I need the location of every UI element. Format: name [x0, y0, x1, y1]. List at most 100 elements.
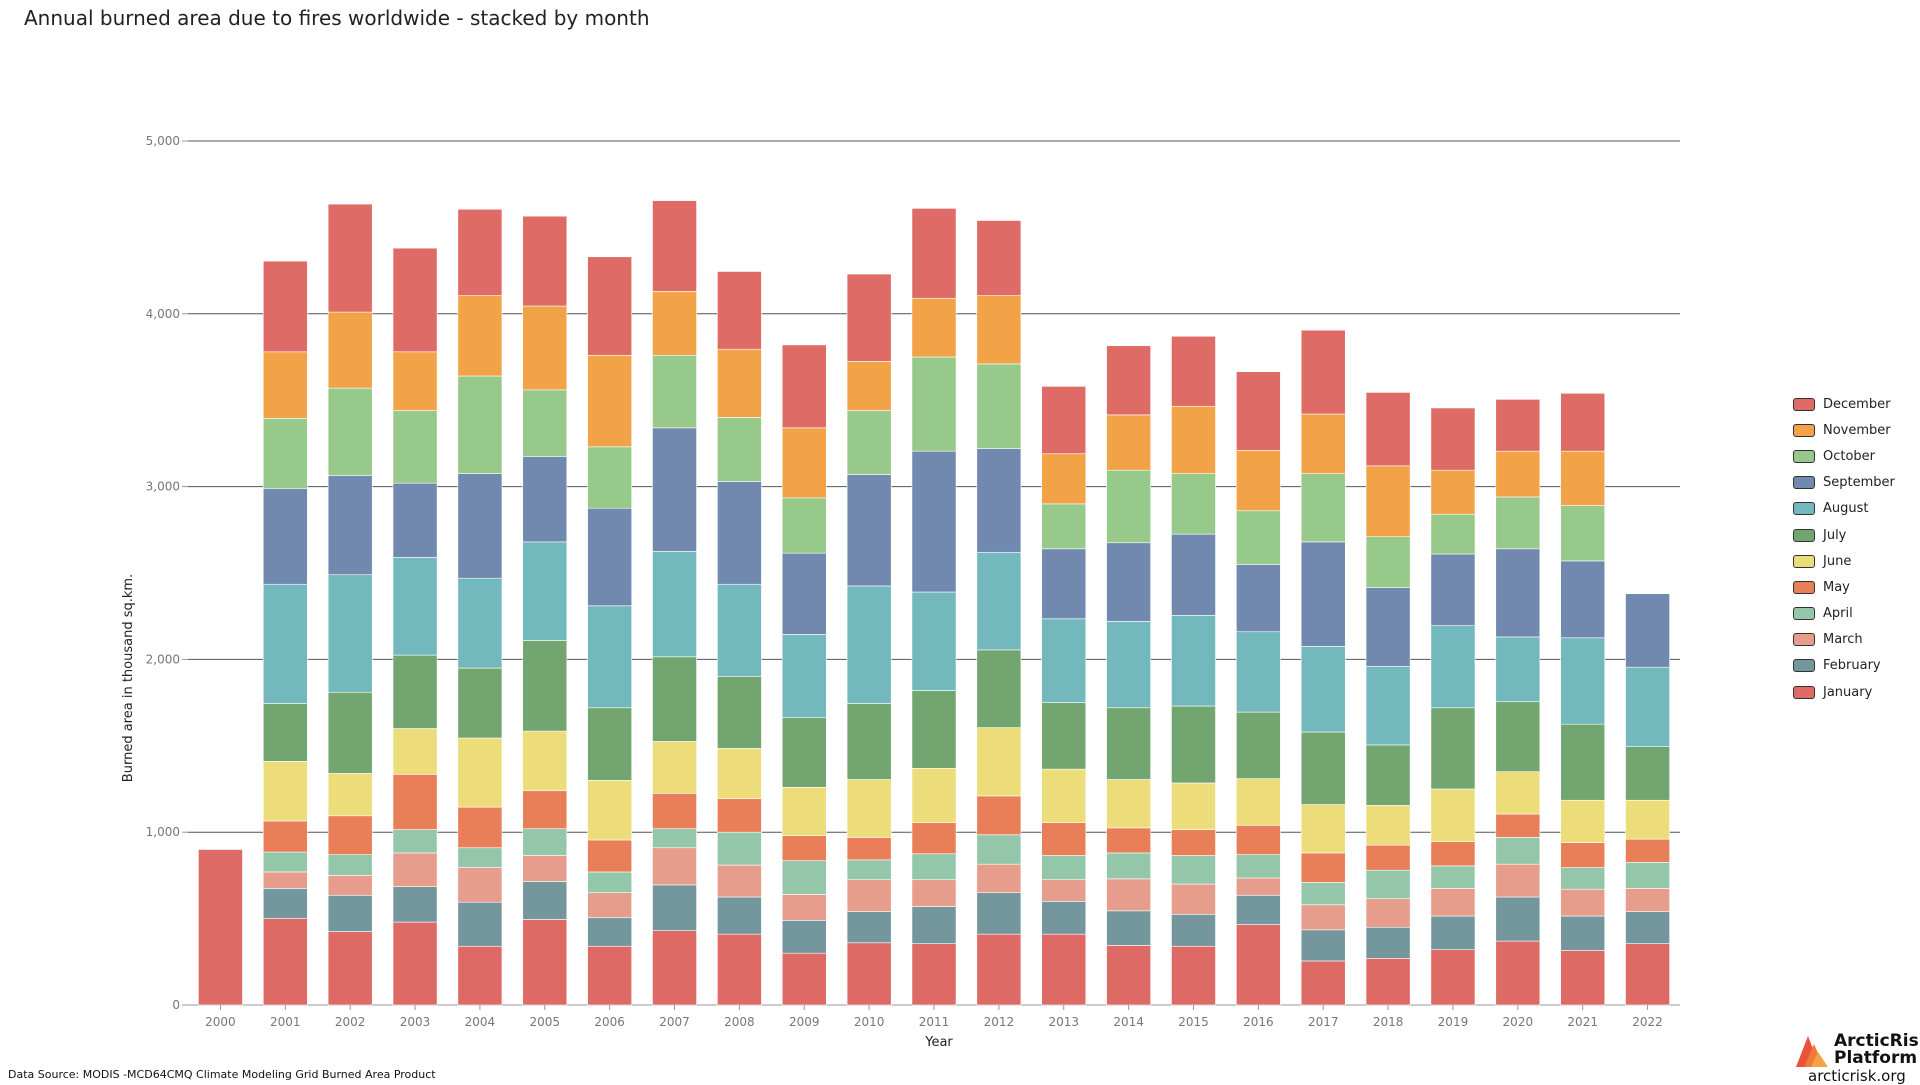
bar-segment-february — [522, 881, 568, 920]
bar-segment-january — [1430, 949, 1476, 1006]
bar-stack-2008 — [717, 271, 762, 1006]
y-tick-label: 3,000 — [146, 480, 180, 494]
x-tick-label: 2001 — [270, 1015, 301, 1029]
bar-segment-november — [1235, 450, 1281, 512]
bar-segment-may — [522, 790, 568, 830]
legend-item-may[interactable]: May — [1793, 574, 1913, 600]
bar-segment-may — [457, 806, 503, 849]
bar-segment-january — [1235, 924, 1281, 1006]
bar-segment-january — [392, 921, 438, 1006]
bar-stacks — [198, 200, 1670, 1006]
bar-stack-2010 — [846, 273, 892, 1006]
bar-stack-2001 — [262, 260, 308, 1006]
bar-segment-december — [1430, 407, 1476, 471]
legend-item-november[interactable]: November — [1793, 417, 1913, 443]
legend-swatch — [1793, 580, 1815, 594]
bar-segment-august — [457, 577, 503, 669]
bar-segment-february — [1365, 926, 1411, 959]
bar-segment-june — [1365, 805, 1411, 846]
arcticrisk-logo[interactable]: ArcticRisk Platform arcticrisk.org — [1790, 1028, 1920, 1085]
bar-segment-april — [1365, 869, 1411, 900]
bar-segment-october — [1495, 496, 1541, 550]
legend-item-august[interactable]: August — [1793, 496, 1913, 522]
legend-item-july[interactable]: July — [1793, 522, 1913, 548]
bar-segment-february — [392, 886, 438, 923]
bar-segment-december — [1106, 345, 1151, 416]
bar-segment-may — [846, 837, 892, 861]
bar-segment-april — [587, 871, 633, 893]
legend-swatch — [1793, 633, 1815, 647]
legend-label: February — [1823, 658, 1881, 674]
bar-segment-june — [1300, 804, 1346, 854]
x-tick-label: 2003 — [400, 1015, 431, 1029]
bar-segment-january — [1560, 950, 1606, 1006]
bar-segment-february — [1235, 894, 1281, 925]
bar-segment-september — [587, 507, 633, 607]
bar-segment-august — [1106, 621, 1151, 709]
x-tick-label: 2015 — [1178, 1015, 1209, 1029]
bar-segment-december — [198, 849, 243, 1006]
x-tick-label: 2020 — [1503, 1015, 1534, 1029]
legend-item-october[interactable]: October — [1793, 443, 1913, 469]
bar-segment-december — [587, 256, 633, 356]
bar-segment-december — [781, 344, 827, 429]
bar-segment-december — [522, 215, 568, 307]
bar-segment-august — [846, 585, 892, 704]
bar-segment-december — [652, 200, 697, 292]
bar-segment-october — [1365, 536, 1411, 588]
bar-segment-august — [1625, 666, 1670, 747]
legend-item-january[interactable]: January — [1793, 679, 1913, 705]
bar-segment-may — [652, 793, 697, 830]
bar-segment-october — [911, 356, 957, 452]
bar-segment-october — [1171, 473, 1216, 535]
legend-item-december[interactable]: December — [1793, 391, 1913, 417]
bar-stack-2016 — [1235, 371, 1281, 1006]
bar-segment-august — [911, 591, 957, 691]
bar-stack-2011 — [911, 208, 957, 1006]
bar-segment-september — [911, 450, 957, 593]
bar-segment-december — [1300, 329, 1346, 415]
bar-segment-may — [781, 835, 827, 862]
bar-stack-2012 — [976, 220, 1022, 1006]
bar-stack-2002 — [327, 203, 373, 1006]
x-tick-label: 2009 — [789, 1015, 820, 1029]
legend-swatch — [1793, 607, 1815, 621]
x-tick-label: 2004 — [465, 1015, 496, 1029]
bar-segment-december — [1495, 399, 1541, 452]
bar-segment-september — [1560, 560, 1606, 639]
bar-segment-november — [587, 354, 633, 448]
legend-item-april[interactable]: April — [1793, 601, 1913, 627]
x-tick-label: 2022 — [1632, 1015, 1663, 1029]
bar-segment-august — [976, 551, 1022, 651]
legend-label: January — [1823, 684, 1873, 700]
bar-segment-september — [1106, 542, 1151, 622]
bar-segment-september — [522, 456, 568, 543]
legend-swatch — [1793, 449, 1815, 463]
legend-swatch — [1793, 685, 1815, 699]
legend-swatch — [1793, 528, 1815, 542]
legend-item-september[interactable]: September — [1793, 470, 1913, 496]
bar-segment-january — [1041, 933, 1087, 1006]
bar-stack-2017 — [1300, 329, 1346, 1006]
chart-title: Annual burned area due to fires worldwid… — [24, 6, 650, 30]
bar-segment-january — [522, 919, 568, 1006]
bar-segment-october — [1430, 513, 1476, 555]
bar-segment-august — [1171, 615, 1216, 707]
logo-url[interactable]: arcticrisk.org — [1808, 1067, 1906, 1085]
legend-item-june[interactable]: June — [1793, 548, 1913, 574]
legend-item-february[interactable]: February — [1793, 653, 1913, 679]
legend-item-march[interactable]: March — [1793, 627, 1913, 653]
bar-segment-march — [1625, 888, 1670, 912]
bar-segment-may — [1171, 829, 1216, 856]
bar-segment-february — [846, 911, 892, 944]
bar-segment-august — [1430, 625, 1476, 709]
bar-segment-july — [1625, 746, 1670, 801]
bar-segment-june — [781, 786, 827, 836]
bar-segment-august — [1235, 631, 1281, 713]
bar-segment-may — [717, 798, 762, 833]
bar-segment-november — [327, 311, 373, 389]
legend-swatch — [1793, 659, 1815, 673]
bar-segment-september — [1430, 553, 1476, 627]
bar-segment-september — [1300, 541, 1346, 647]
bar-segment-june — [1560, 799, 1606, 843]
